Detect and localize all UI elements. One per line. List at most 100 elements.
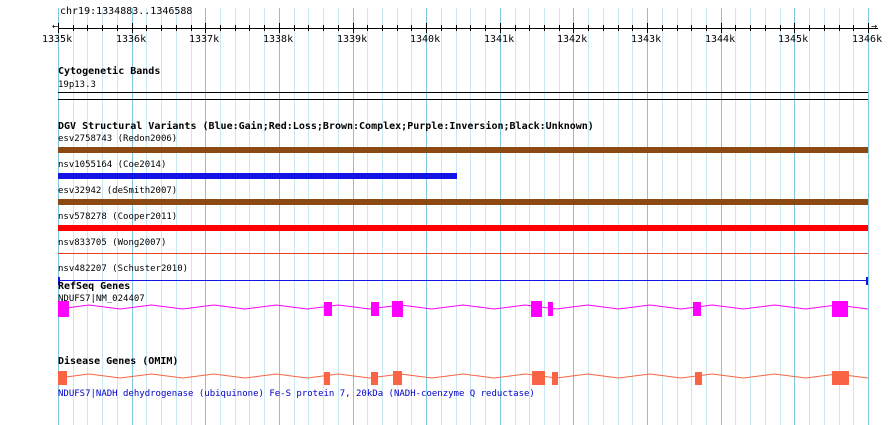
ruler-tick-major — [205, 23, 206, 33]
ruler-tick-minor — [485, 25, 486, 31]
ruler-tick-minor — [397, 25, 398, 31]
ruler-tick-label: 1335k — [42, 34, 73, 45]
omim-gene-label[interactable]: NDUFS7|NADH dehydrogenase (ubiquinone) F… — [58, 389, 535, 399]
ruler-tick-label: 1341k — [484, 34, 515, 45]
ruler-tick-major — [868, 23, 869, 33]
dgv-variant-bar[interactable] — [58, 225, 868, 231]
ruler-tick-label: 1336k — [116, 34, 147, 45]
omim-exon[interactable] — [324, 371, 331, 385]
ruler-tick-minor — [735, 25, 736, 31]
ruler-tick-minor — [87, 25, 88, 31]
ruler-tick-major — [426, 23, 427, 33]
ruler-tick-minor — [367, 25, 368, 31]
ruler-tick-label: 1338k — [263, 34, 294, 45]
dgv-variant-label[interactable]: esv32942 (deSmith2007) — [58, 186, 178, 196]
ruler-tick-minor — [809, 25, 810, 31]
refseq-exon[interactable] — [58, 301, 69, 317]
omim-exon[interactable] — [58, 371, 67, 385]
omim-intron-line — [57, 373, 869, 379]
refseq-exon[interactable] — [531, 301, 543, 317]
omim-exon[interactable] — [552, 371, 558, 385]
omim-exon[interactable] — [694, 371, 702, 385]
ruler-tick-label: 1342k — [557, 34, 588, 45]
refseq-gene-label[interactable]: NDUFS7|NM_024407 — [58, 294, 145, 304]
ruler-tick-major — [573, 23, 574, 33]
ruler-tick-minor — [529, 25, 530, 31]
ruler-tick-minor — [750, 25, 751, 31]
ruler-tick-minor — [249, 25, 250, 31]
ruler-tick-major — [353, 23, 354, 33]
ruler-tick-minor — [308, 25, 309, 31]
ruler-tick-major — [279, 23, 280, 33]
ruler-tick-minor — [220, 25, 221, 31]
dgv-variant-end-cap — [58, 277, 60, 285]
ruler-tick-minor — [515, 25, 516, 31]
dgv-variant-label[interactable]: nsv482207 (Schuster2010) — [58, 264, 189, 274]
cytoband-label[interactable]: 19p13.3 — [58, 80, 96, 90]
ruler-tick-minor — [780, 25, 781, 31]
ruler-tick-minor — [294, 25, 295, 31]
ruler-tick-major — [647, 23, 648, 33]
omim-exon[interactable] — [832, 371, 849, 385]
ruler-tick-major — [794, 23, 795, 33]
dgv-variant-label[interactable]: esv2758743 (Redon2006) — [58, 134, 178, 144]
ruler-left-arrow-icon[interactable]: ← — [52, 21, 59, 32]
ruler-tick-minor — [853, 25, 854, 31]
refseq-exon[interactable] — [831, 301, 848, 317]
dgv-variant-bar[interactable] — [58, 173, 458, 179]
refseq-exon[interactable] — [391, 301, 404, 317]
ruler-tick-minor — [102, 25, 103, 31]
ruler-tick-minor — [191, 25, 192, 31]
ruler-tick-major — [58, 23, 59, 33]
ruler-tick-minor — [146, 25, 147, 31]
refseq-exon[interactable] — [693, 302, 702, 316]
section-title-disease-genes-omim: Disease Genes (OMIM) — [58, 356, 179, 367]
dgv-variant-bar[interactable] — [58, 280, 868, 281]
ruler-tick-minor — [706, 25, 707, 31]
dgv-variant-end-cap — [866, 277, 868, 285]
dgv-variant-bar[interactable] — [58, 199, 868, 205]
ruler-tick-label: 1344k — [705, 34, 736, 45]
ruler-tick-minor — [470, 25, 471, 31]
ruler-tick-minor — [73, 25, 74, 31]
ruler-tick-minor — [264, 25, 265, 31]
ruler-tick-minor — [632, 25, 633, 31]
ruler-axis-line — [58, 28, 878, 29]
ruler-tick-minor — [618, 25, 619, 31]
ruler-tick-minor — [765, 25, 766, 31]
refseq-exon[interactable] — [324, 302, 332, 316]
ruler-tick-minor — [824, 25, 825, 31]
ruler-tick-minor — [441, 25, 442, 31]
ruler-tick-minor — [176, 25, 177, 31]
omim-exon[interactable] — [531, 371, 545, 385]
ruler-tick-minor — [235, 25, 236, 31]
ruler-right-arrow-icon[interactable]: → — [871, 21, 878, 32]
ruler-tick-minor — [588, 25, 589, 31]
ruler-tick-minor — [662, 25, 663, 31]
refseq-exon[interactable] — [548, 302, 553, 316]
ruler-tick-label: 1337k — [189, 34, 220, 45]
ruler-tick-minor — [382, 25, 383, 31]
ruler-tick-major — [721, 23, 722, 33]
ruler-tick-minor — [559, 25, 560, 31]
refseq-exon[interactable] — [371, 302, 379, 316]
omim-exon[interactable] — [371, 371, 378, 385]
dgv-variant-label[interactable]: nsv578278 (Cooper2011) — [58, 212, 178, 222]
dgv-variant-label[interactable]: nsv833705 (Wong2007) — [58, 238, 167, 248]
ruler-tick-label: 1340k — [410, 34, 441, 45]
dgv-variant-bar[interactable] — [58, 147, 868, 153]
ruler-tick-label: 1345k — [778, 34, 809, 45]
ruler-tick-minor — [544, 25, 545, 31]
section-title-refseq-genes: RefSeq Genes — [58, 281, 131, 292]
ruler-tick-minor — [677, 25, 678, 31]
dgv-variant-bar[interactable] — [58, 253, 868, 254]
dgv-variant-label[interactable]: nsv1055164 (Coe2014) — [58, 160, 167, 170]
refseq-intron-line — [57, 304, 869, 310]
ruler-tick-minor — [161, 25, 162, 31]
ruler-tick-label: 1346k — [852, 34, 883, 45]
cytoband-divider-bottom — [58, 99, 868, 100]
section-title-dgv-structural-variants: DGV Structural Variants (Blue:Gain;Red:L… — [58, 121, 594, 132]
omim-exon[interactable] — [393, 371, 403, 385]
ruler-tick-minor — [411, 25, 412, 31]
